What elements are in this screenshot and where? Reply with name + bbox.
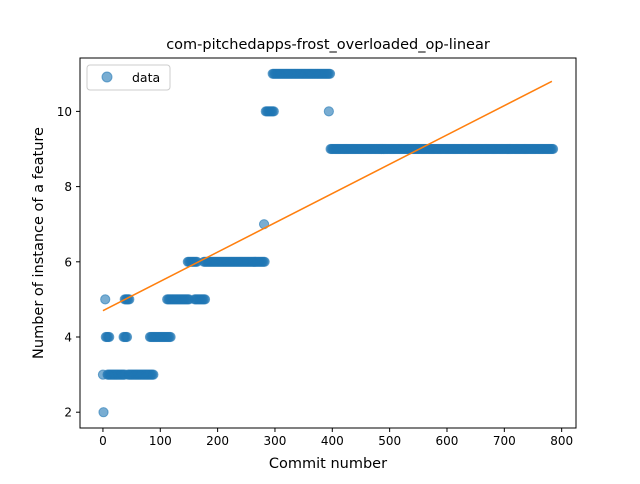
x-tick-label: 100: [149, 434, 172, 448]
legend-marker: [101, 71, 113, 83]
x-tick-label: 700: [493, 434, 516, 448]
x-tick-label: 800: [550, 434, 573, 448]
data-point: [323, 106, 334, 117]
y-tick-label: 6: [64, 255, 72, 269]
plot-frame: [79, 57, 577, 429]
data-point: [259, 256, 270, 267]
legend: data: [86, 64, 171, 91]
data-point: [547, 143, 559, 155]
x-tick-label: 200: [206, 434, 229, 448]
data-point: [121, 331, 133, 343]
data-point: [100, 294, 111, 305]
y-axis-label: Number of instance of a feature: [31, 127, 47, 359]
x-axis-ticks: 0 100 200 300 400 500 600 700 800: [99, 428, 573, 448]
y-tick-label: 10: [57, 105, 72, 119]
x-tick-label: 500: [378, 434, 401, 448]
y-axis-ticks: 2 4 6 8 10: [57, 105, 80, 420]
x-tick-label: 300: [264, 434, 287, 448]
legend-label-data: data: [132, 70, 160, 85]
chart-title: com-pitchedapps-frost_overloaded_op-line…: [166, 37, 490, 53]
y-tick-label: 8: [64, 180, 72, 194]
data-point: [104, 331, 115, 343]
y-tick-label: 2: [64, 406, 72, 420]
data-point: [165, 331, 176, 343]
data-points: [97, 68, 559, 418]
data-point: [268, 106, 279, 117]
data-point: [324, 68, 336, 79]
x-axis-label: Commit number: [269, 456, 387, 472]
data-point: [199, 294, 211, 305]
x-tick-label: 400: [321, 434, 344, 448]
legend-box: [86, 64, 171, 91]
x-tick-label: 0: [99, 434, 107, 448]
data-point: [98, 407, 109, 418]
x-tick-label: 600: [436, 434, 459, 448]
data-point: [148, 369, 159, 380]
y-tick-label: 4: [64, 331, 72, 345]
fit-line-group: [102, 80, 553, 312]
fit-line: [102, 80, 553, 312]
